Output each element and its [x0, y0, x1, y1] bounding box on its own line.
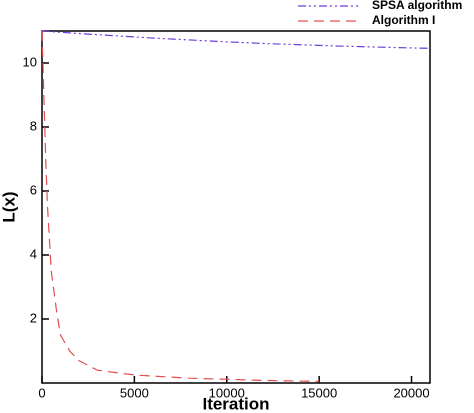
- y-tick-label: 2: [30, 310, 37, 325]
- series-line: [41, 30, 431, 49]
- x-tick-label: 0: [38, 385, 45, 400]
- series-line: [41, 30, 320, 382]
- legend-label: Algorithm I: [372, 13, 435, 27]
- y-tick-label: 4: [30, 246, 37, 261]
- x-tick-label: 20000: [393, 385, 429, 400]
- y-axis-title: L(x): [0, 191, 18, 222]
- x-tick-label: 10000: [209, 385, 245, 400]
- y-tick-label: 6: [30, 182, 37, 197]
- y-tick-label: 10: [23, 54, 37, 69]
- plot-frame: [41, 30, 431, 384]
- x-axis-title: Iteration: [202, 394, 269, 413]
- legend-label: SPSA algorithm: [372, 0, 462, 12]
- y-tick-label: 8: [30, 118, 37, 133]
- x-tick-label: 15000: [301, 385, 337, 400]
- x-tick-label: 5000: [120, 385, 149, 400]
